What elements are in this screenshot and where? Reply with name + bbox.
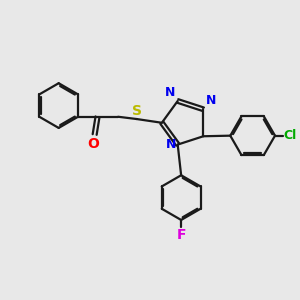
Text: F: F	[176, 228, 186, 242]
Text: N: N	[165, 86, 175, 99]
Text: N: N	[166, 138, 176, 151]
Text: O: O	[87, 137, 99, 151]
Text: N: N	[206, 94, 216, 107]
Text: S: S	[132, 103, 142, 118]
Text: Cl: Cl	[284, 129, 297, 142]
